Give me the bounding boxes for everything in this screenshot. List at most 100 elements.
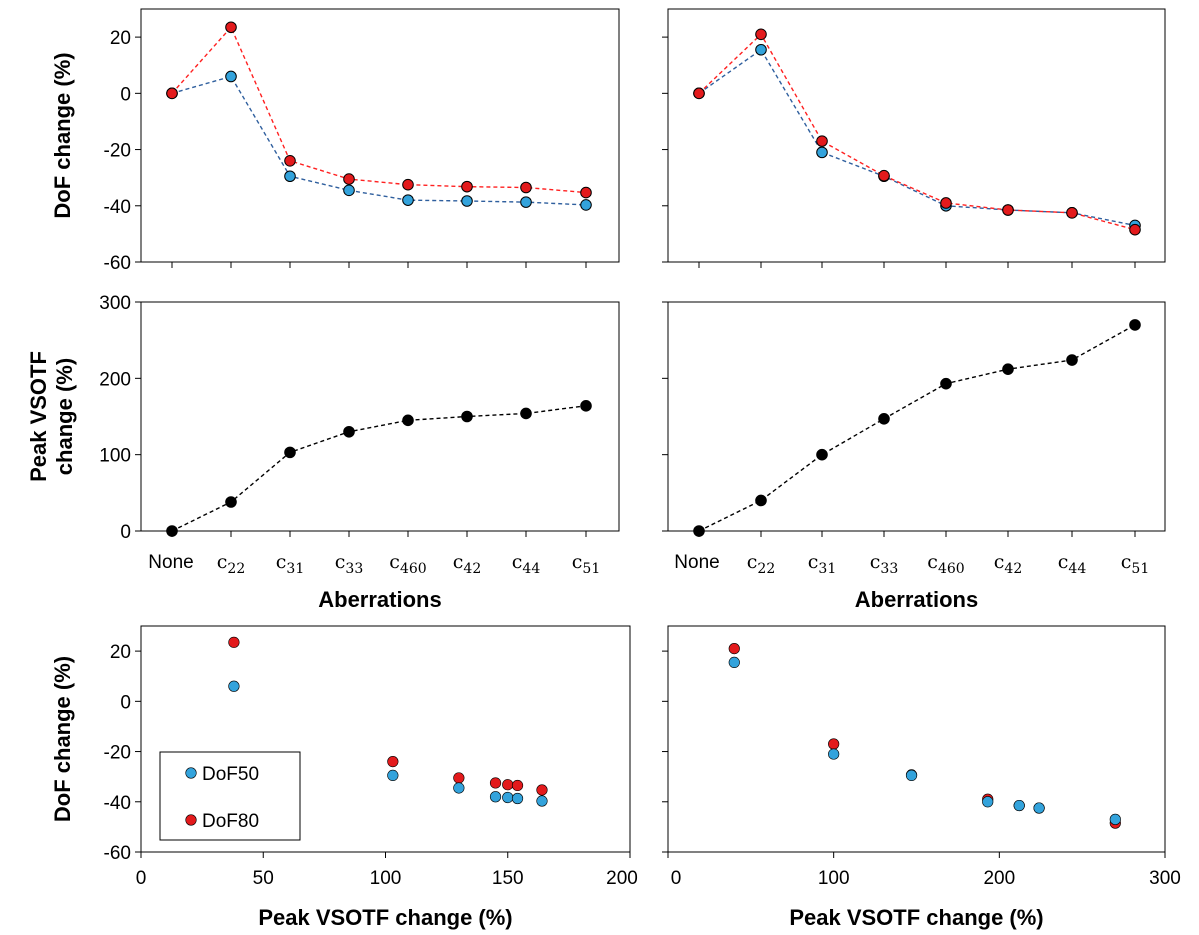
data-point — [940, 197, 952, 209]
plot-frame — [667, 625, 1166, 853]
y-axis-title-line: Peak VSOTF — [26, 351, 51, 482]
category-letter: c — [335, 551, 346, 573]
data-point — [284, 170, 296, 183]
y-tick-label: -20 — [104, 743, 131, 764]
data-point — [905, 769, 918, 782]
category-subscript: 51 — [1131, 561, 1149, 577]
x-tick-label: 150 — [492, 868, 524, 889]
category-letter: c — [453, 551, 464, 573]
category-subscript: 51 — [582, 561, 600, 577]
series-line — [171, 405, 587, 532]
data-point — [580, 400, 592, 412]
legend-marker — [185, 767, 197, 779]
y-tick-label: -40 — [104, 197, 131, 218]
category-tick-label: c33 — [870, 551, 898, 577]
chart-top-right — [662, 8, 1166, 268]
data-point — [453, 772, 465, 784]
category-tick-label: c33 — [335, 551, 363, 577]
category-letter: c — [1058, 551, 1069, 573]
category-tick-label: c22 — [217, 551, 245, 577]
category-tick-label: c42 — [453, 551, 481, 577]
category-letter: c — [217, 551, 228, 573]
series-line — [698, 324, 1136, 532]
category-subscript: 460 — [938, 561, 965, 577]
data-point — [502, 779, 514, 791]
y-tick-label: 20 — [110, 28, 131, 49]
data-point — [878, 169, 890, 182]
data-point — [225, 21, 237, 34]
data-point — [536, 795, 548, 807]
y-tick-label: 20 — [110, 642, 131, 663]
data-point — [728, 642, 740, 655]
legend-label: DoF50 — [202, 764, 259, 785]
y-tick-label: 300 — [99, 293, 131, 314]
data-point — [816, 146, 828, 159]
data-point — [1066, 354, 1078, 366]
data-point — [402, 178, 414, 191]
category-subscript: 460 — [400, 561, 427, 577]
y-tick-label: -60 — [104, 253, 131, 274]
data-point — [461, 180, 473, 193]
data-point — [520, 181, 532, 194]
data-point — [387, 755, 399, 768]
x-tick-label: 50 — [253, 868, 274, 889]
data-point — [520, 196, 532, 208]
series-line — [171, 75, 587, 206]
category-subscript: 33 — [345, 561, 363, 577]
data-point — [225, 70, 237, 83]
category-tick-label: None — [674, 552, 719, 573]
data-point — [402, 414, 414, 427]
data-point — [1129, 223, 1141, 236]
x-axis-title: Peak VSOTF change (%) — [258, 905, 512, 930]
category-tick-label: c460 — [927, 551, 964, 577]
series-line — [171, 25, 587, 194]
data-point — [453, 782, 465, 794]
data-point — [1066, 207, 1078, 219]
category-subscript: 42 — [463, 561, 481, 577]
data-point — [228, 636, 240, 648]
category-letter: c — [572, 551, 583, 573]
data-point — [1109, 813, 1121, 825]
category-tick-label: c44 — [512, 551, 541, 577]
category-letter: c — [512, 551, 523, 573]
plot-frame — [140, 625, 631, 853]
data-point — [816, 135, 828, 147]
x-tick-label: 0 — [671, 868, 682, 889]
y-tick-label: 0 — [120, 84, 131, 105]
y-tick-label: 0 — [120, 692, 131, 713]
x-axis-title: Aberrations — [318, 587, 441, 612]
data-point — [461, 410, 473, 423]
chart-bottom-right: 0 100 200 300 Peak VSOTF change (%) — [662, 625, 1181, 930]
category-tick-label: c51 — [1121, 551, 1149, 577]
x-tick-label: 200 — [606, 868, 638, 889]
data-point — [1013, 799, 1025, 812]
data-point — [1002, 204, 1014, 216]
series-line — [698, 48, 1136, 227]
category-subscript: 44 — [522, 561, 540, 577]
category-tick-label: c42 — [994, 551, 1022, 577]
category-subscript: 22 — [227, 561, 245, 577]
plot-frame — [667, 301, 1166, 532]
category-subscript: 44 — [1068, 561, 1086, 577]
data-point — [755, 28, 767, 41]
legend: DoF50 DoF80 — [159, 751, 301, 841]
data-point — [828, 738, 840, 750]
data-point — [461, 195, 473, 207]
data-point — [755, 494, 767, 507]
category-subscript: 22 — [757, 561, 775, 577]
data-point — [502, 791, 514, 804]
data-point — [511, 792, 524, 805]
y-tick-label: -20 — [104, 141, 131, 162]
category-tick-label: c31 — [276, 551, 304, 577]
category-subscript: 33 — [880, 561, 898, 577]
category-letter: c — [927, 551, 938, 573]
y-tick-label: -60 — [104, 843, 131, 864]
category-tick-label: c22 — [747, 551, 775, 577]
category-letter: c — [994, 551, 1005, 573]
x-tick-label: 300 — [1149, 868, 1181, 889]
data-point — [520, 407, 532, 420]
data-point — [728, 656, 740, 669]
